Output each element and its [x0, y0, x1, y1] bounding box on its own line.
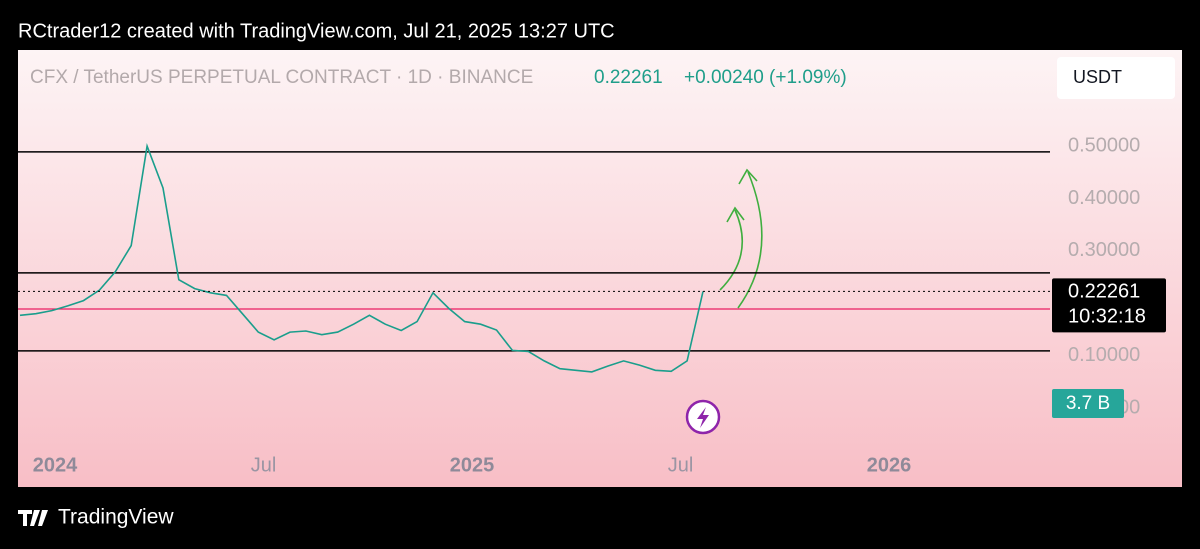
footer-brand: TradingView [58, 506, 174, 529]
arrow-curve [737, 171, 763, 309]
last-price: 0.22261 [594, 67, 663, 88]
countdown: 10:32:18 [1068, 306, 1146, 328]
time-label: 2026 [867, 454, 912, 476]
brand-logo [18, 510, 48, 526]
time-label: Jul [668, 454, 694, 476]
symbol-info: CFX / TetherUS PERPETUAL CONTRACT · 1D ·… [30, 67, 533, 88]
volume-badge [1052, 389, 1124, 418]
price-badge [1052, 278, 1166, 333]
annotation-arrows [719, 168, 763, 309]
y-tick-label: 0.30000 [1068, 239, 1140, 261]
currency-label[interactable]: USDT [1073, 67, 1122, 87]
y-tick-label: 0.40000 [1068, 187, 1140, 209]
lightning [697, 407, 709, 428]
price-change: +0.00240 (+1.09%) [684, 67, 847, 88]
header-title: RCtrader12 created with TradingView.com,… [18, 20, 615, 42]
time-label: 2024 [33, 454, 78, 476]
chart-panel [18, 50, 1182, 487]
currency-button[interactable] [1057, 57, 1175, 99]
price-badge-value: 0.22261 [1068, 281, 1140, 303]
arrow-head [738, 168, 758, 185]
arrow-head [726, 206, 745, 223]
arrow-curve [719, 209, 743, 291]
volume-label: 3.7 B [1066, 393, 1110, 414]
y-tick-label: 0.50000 [1068, 134, 1140, 156]
y-tick-label: 0.10000 [1068, 344, 1140, 366]
time-label: Jul [251, 454, 277, 476]
time-label: 2025 [450, 454, 495, 476]
price-line [19, 143, 704, 373]
